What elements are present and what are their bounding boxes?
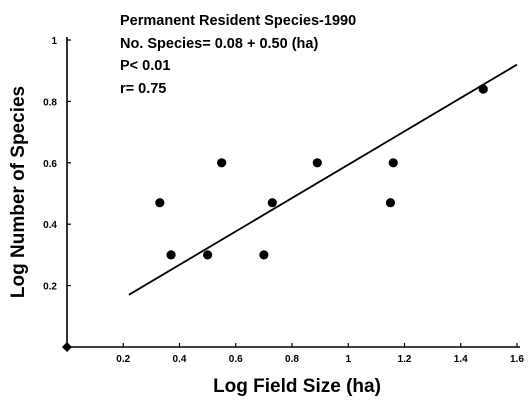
y-tick-label: 0.2 (43, 282, 57, 293)
tick-marks (67, 39, 518, 347)
data-points (62, 84, 488, 352)
annotation-title: Permanent Resident Species-1990 (120, 13, 356, 29)
data-point (203, 250, 213, 260)
y-tick-label: 0.8 (43, 97, 57, 108)
x-tick-label: 0.2 (116, 354, 130, 365)
data-point (385, 198, 396, 208)
data-point (267, 198, 277, 208)
annotation-equation: No. Species= 0.08 + 0.50 (ha) (120, 36, 318, 52)
axes (66, 37, 520, 348)
y-tick-label: 1 (51, 36, 57, 47)
regression-line (128, 63, 518, 296)
data-point (312, 158, 322, 168)
regression-line-group (128, 63, 518, 296)
annotation-p-value: P< 0.01 (120, 58, 170, 74)
y-tick-label: 0.4 (43, 220, 57, 231)
data-point (155, 198, 165, 208)
x-tick-label: 0.8 (285, 354, 299, 365)
x-tick-label: 1 (345, 354, 351, 365)
x-tick-label: 1.4 (454, 354, 468, 365)
data-point (166, 250, 176, 260)
y-axis-title: Log Number of Species (8, 86, 29, 298)
y-tick-label: 0.6 (43, 159, 57, 170)
data-point (388, 158, 398, 168)
x-tick-label: 0.4 (173, 354, 187, 365)
x-tick-label: 1.6 (510, 354, 524, 365)
data-point (259, 250, 269, 260)
x-axis-title: Log Field Size (ha) (213, 376, 381, 397)
tick-labels: 0.2 0.4 0.6 0.8 1 1.2 1.4 1.6 0.2 0.4 0.6 0.8 1 (43, 36, 524, 365)
data-point (217, 158, 227, 168)
annotation-r-value: r= 0.75 (120, 81, 166, 97)
x-tick-label: 0.6 (229, 354, 243, 365)
data-point (478, 84, 488, 94)
origin-marker (62, 342, 72, 352)
x-tick-label: 1.2 (398, 354, 412, 365)
